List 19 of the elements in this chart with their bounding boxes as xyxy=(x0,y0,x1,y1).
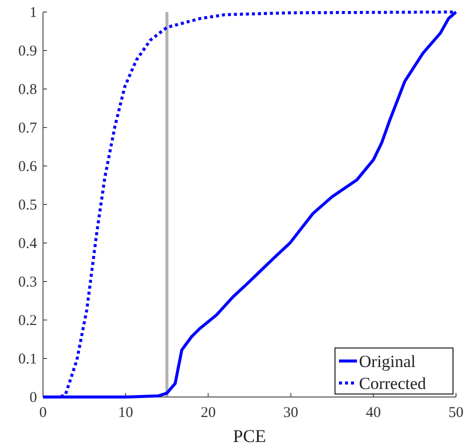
y-tick-label: 0.6 xyxy=(18,159,38,175)
y-tick-label: 0.3 xyxy=(18,274,37,290)
y-tick-label: 0.2 xyxy=(18,313,37,329)
x-tick-label: 40 xyxy=(366,405,381,421)
x-tick-label: 20 xyxy=(200,405,216,421)
y-tick-label: 0.8 xyxy=(18,82,37,98)
y-tick-label: 0.9 xyxy=(18,44,37,60)
y-tick-label: 1 xyxy=(30,5,37,21)
y-tick-label: 0.7 xyxy=(18,120,38,136)
legend-label: Corrected xyxy=(359,374,427,393)
legend-label: Original xyxy=(359,352,416,371)
x-tick-label: 50 xyxy=(448,405,464,421)
x-tick-label: 30 xyxy=(283,405,298,421)
y-tick-label: 0.1 xyxy=(18,352,37,368)
y-tick-label: 0.5 xyxy=(18,198,37,214)
y-tick-label: 0.4 xyxy=(18,236,38,252)
x-tick-label: 10 xyxy=(118,405,134,421)
x-axis-title: PCE xyxy=(232,426,266,446)
y-tick-label: 0 xyxy=(30,390,37,406)
